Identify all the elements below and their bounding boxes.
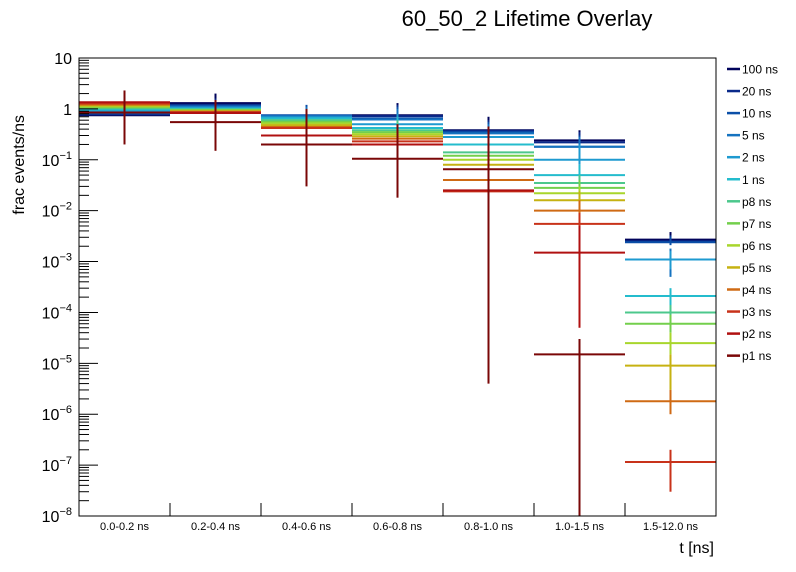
legend-item: p2 ns: [727, 327, 771, 341]
legend-label: 20 ns: [742, 85, 771, 99]
legend-label: 5 ns: [742, 129, 765, 143]
y-tick-label: 10−4: [42, 302, 72, 322]
y-axis-label: frac events/ns: [11, 115, 28, 215]
x-tick-label: 0.0-0.2 ns: [100, 521, 149, 533]
legend-label: p4 ns: [742, 283, 771, 297]
legend-label: p8 ns: [742, 195, 771, 209]
legend-item: 20 ns: [727, 85, 771, 99]
legend-label: p5 ns: [742, 261, 771, 275]
y-tick-label: 10−1: [42, 150, 72, 170]
y-tick-label: 10−3: [42, 252, 72, 272]
chart-title: 60_50_2 Lifetime Overlay: [402, 6, 653, 31]
x-tick-label: 0.2-0.4 ns: [191, 521, 240, 533]
legend-label: p7 ns: [742, 217, 771, 231]
y-tick-label: 10−5: [42, 353, 72, 373]
legend-item: 10 ns: [727, 107, 771, 121]
legend-item: p4 ns: [727, 283, 771, 297]
plot-frame: [78, 57, 717, 517]
legend-label: p6 ns: [742, 239, 771, 253]
legend-item: 1 ns: [727, 173, 765, 187]
y-tick-label: 1: [63, 102, 72, 119]
y-tick-label: 10−7: [42, 455, 72, 475]
y-tick-label: 10−2: [42, 201, 72, 221]
legend-item: p7 ns: [727, 217, 771, 231]
legend-item: p8 ns: [727, 195, 771, 209]
legend-label: p1 ns: [742, 349, 771, 363]
legend: 100 ns 20 ns 10 ns 5 ns 2 ns 1 ns p8 ns p7 ns p6…: [727, 63, 778, 363]
x-axis-label: t [ns]: [679, 540, 714, 557]
y-tick-label: 10−8: [42, 506, 72, 526]
legend-item: p5 ns: [727, 261, 771, 275]
series-layer: [79, 90, 716, 516]
y-tick-label: 10: [54, 51, 72, 68]
x-tick-label: 0.6-0.8 ns: [373, 521, 422, 533]
legend-label: p2 ns: [742, 327, 771, 341]
legend-item: 5 ns: [727, 129, 765, 143]
x-tick-label: 1.5-12.0 ns: [643, 521, 699, 533]
legend-label: 100 ns: [742, 63, 778, 77]
legend-item: 2 ns: [727, 151, 765, 165]
legend-item: p3 ns: [727, 305, 771, 319]
y-tick-label: 10−6: [42, 404, 72, 424]
legend-label: 1 ns: [742, 173, 765, 187]
legend-item: p1 ns: [727, 349, 771, 363]
series-p1-ns: [79, 90, 625, 516]
legend-label: 2 ns: [742, 151, 765, 165]
legend-item: p6 ns: [727, 239, 771, 253]
x-tick-label: 0.4-0.6 ns: [282, 521, 331, 533]
legend-item: 100 ns: [727, 63, 778, 77]
x-tick-label: 0.8-1.0 ns: [464, 521, 513, 533]
legend-label: 10 ns: [742, 107, 771, 121]
axes-layer: 10 1 10−1 10−2 10−3 10−4 10−5 10−6 10−7 10−8 0.0-0…: [42, 51, 717, 533]
legend-label: p3 ns: [742, 305, 771, 319]
x-tick-label: 1.0-1.5 ns: [555, 521, 604, 533]
